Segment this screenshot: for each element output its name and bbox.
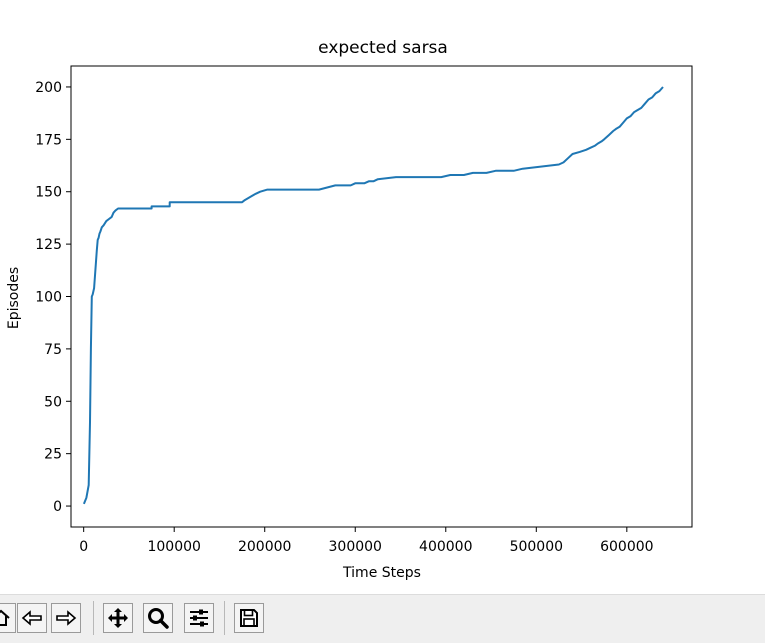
- series-line: [82, 86, 664, 505]
- x-tick-label: 100000: [147, 539, 200, 555]
- x-tick-label: 400000: [419, 539, 472, 555]
- figure-background: [0, 0, 765, 594]
- pan-button[interactable]: [103, 603, 133, 633]
- y-tick-label: 50: [44, 394, 62, 410]
- pan-icon: [108, 608, 128, 628]
- y-tick-label: 150: [35, 185, 62, 201]
- navigation-toolbar: [0, 594, 765, 643]
- save-icon: [240, 609, 258, 627]
- toolbar-separator: [224, 601, 225, 635]
- x-tick-label: 600000: [600, 539, 653, 555]
- configure-subplots-button[interactable]: [184, 603, 214, 633]
- x-axis-label: Time Steps: [342, 565, 421, 581]
- x-tick-label: 0: [79, 539, 88, 555]
- zoom-button[interactable]: [143, 603, 173, 633]
- y-tick-label: 25: [44, 447, 62, 463]
- x-tick-label: 200000: [238, 539, 291, 555]
- x-tick-label: 300000: [329, 539, 382, 555]
- configure-subplots-icon: [190, 609, 208, 627]
- y-axis-label: Episodes: [6, 267, 22, 329]
- home-button[interactable]: [0, 603, 16, 633]
- y-tick-label: 75: [44, 342, 62, 358]
- back-button[interactable]: [17, 603, 47, 633]
- y-tick-label: 200: [35, 80, 62, 96]
- x-tick-label: 500000: [510, 539, 563, 555]
- y-tick-label: 175: [35, 132, 62, 148]
- figure: expected sarsa 0 100000 200000 300000 400000…: [0, 0, 765, 594]
- back-icon: [21, 610, 42, 626]
- forward-button[interactable]: [51, 603, 81, 633]
- y-tick-label: 0: [53, 499, 62, 515]
- y-tick-label: 100: [35, 290, 62, 306]
- chart-title: expected sarsa: [318, 38, 448, 58]
- home-icon: [0, 609, 10, 626]
- toolbar-separator: [93, 601, 94, 635]
- forward-icon: [56, 610, 77, 626]
- save-button[interactable]: [234, 603, 264, 633]
- zoom-icon: [148, 608, 169, 629]
- y-tick-label: 125: [35, 237, 62, 253]
